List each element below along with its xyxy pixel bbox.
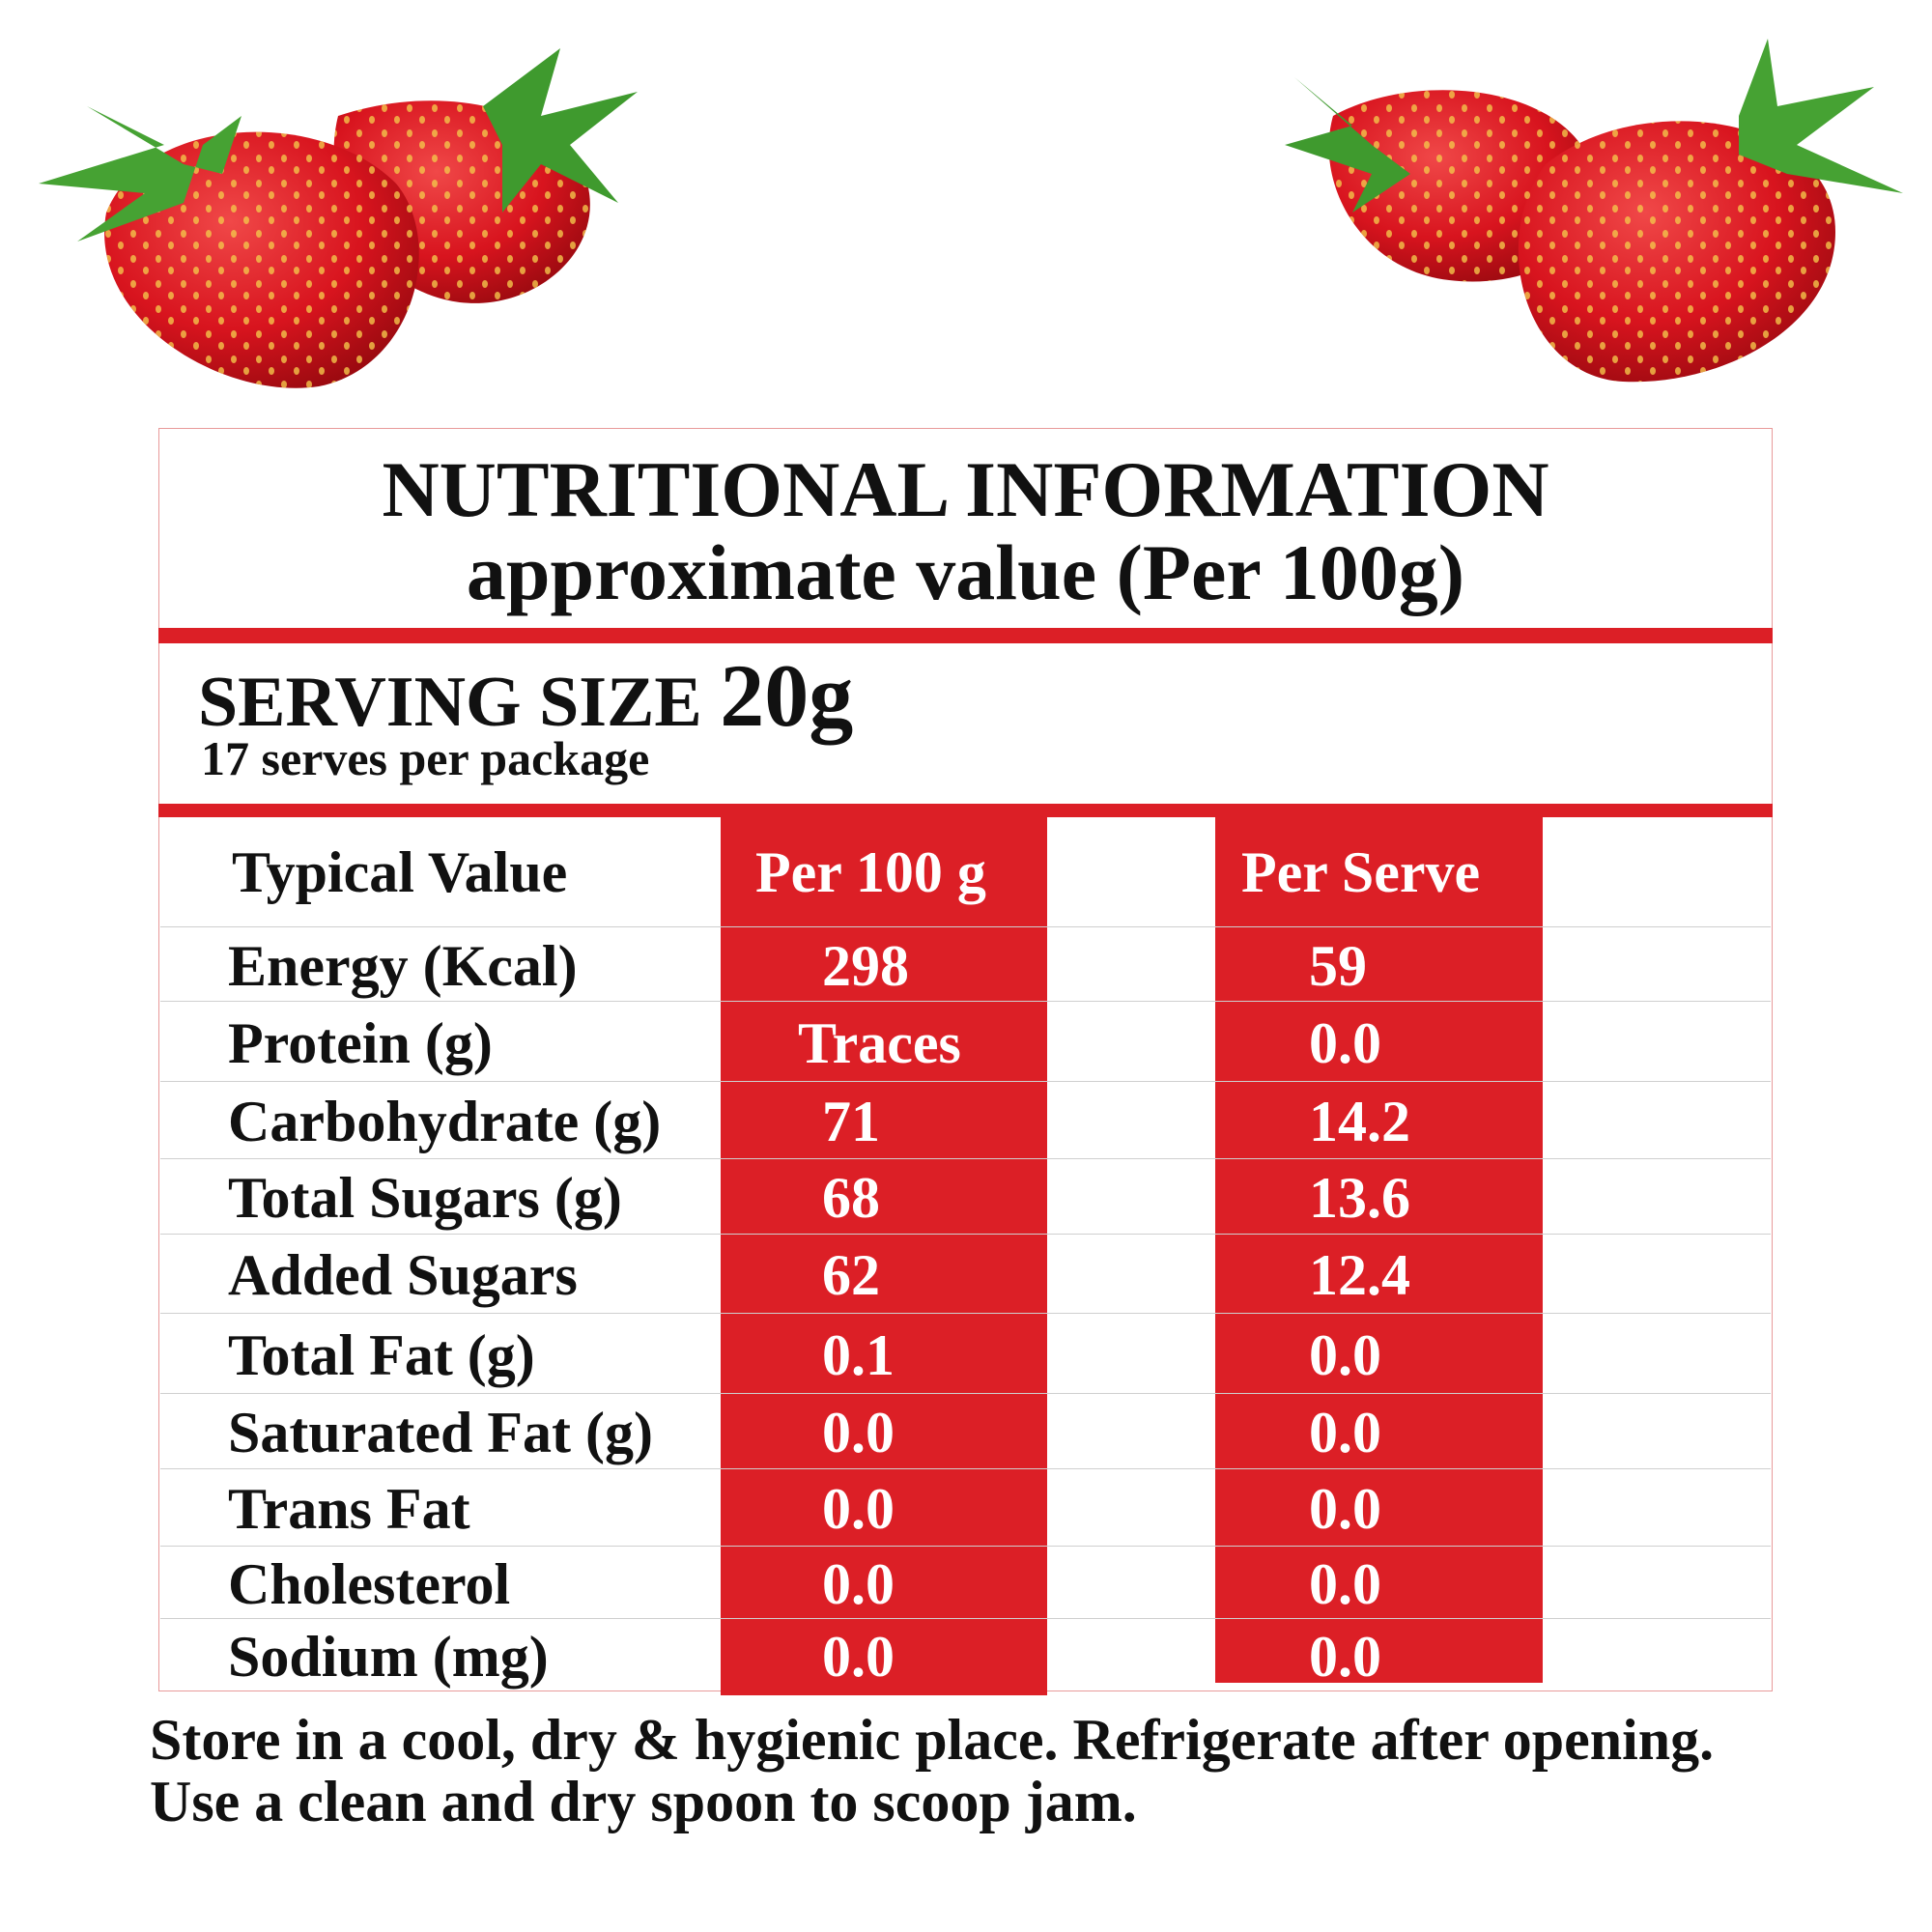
nutrient: Sodium (mg) <box>228 1624 549 1689</box>
serving-size: SERVING SIZE 20g <box>198 651 853 746</box>
per-serve: 13.6 <box>1309 1166 1410 1230</box>
per-100g: 0.1 <box>822 1322 895 1387</box>
column-header: Per Serve <box>1241 840 1481 904</box>
nutrient: Cholesterol <box>228 1551 511 1616</box>
strawberry-art <box>39 39 1903 388</box>
footer-line: Use a clean and dry spoon to scoop jam. <box>150 1770 1137 1833</box>
row-divider <box>160 1001 1771 1002</box>
per-100g: 298 <box>822 933 909 998</box>
divider <box>158 628 1773 643</box>
nutrient: Trans Fat <box>228 1477 470 1541</box>
column-bg <box>721 817 1047 1695</box>
nutrient: Protein (g) <box>228 1010 493 1075</box>
row-divider <box>160 1393 1771 1394</box>
per-100g: Traces <box>798 1010 961 1075</box>
column-header: Per 100 g <box>755 840 986 904</box>
per-100g: 62 <box>822 1243 880 1307</box>
nutrient: Carbohydrate (g) <box>228 1090 662 1153</box>
per-100g: 68 <box>822 1166 880 1230</box>
per-serve: 0.0 <box>1309 1477 1381 1541</box>
per-serve: 0.0 <box>1309 1401 1381 1464</box>
column-bg <box>1215 817 1543 1683</box>
per-serve: 0.0 <box>1309 1624 1381 1689</box>
row-divider <box>160 1618 1771 1619</box>
per-100g: 71 <box>822 1090 880 1153</box>
row-divider <box>160 1081 1771 1082</box>
per-serve: 0.0 <box>1309 1322 1381 1387</box>
per-serve: 14.2 <box>1309 1090 1410 1153</box>
per-serve: 0.0 <box>1309 1010 1381 1075</box>
row-divider <box>160 1158 1771 1159</box>
per-serve: 12.4 <box>1309 1243 1410 1307</box>
per-serve: 59 <box>1309 933 1367 998</box>
per-100g: 0.0 <box>822 1401 895 1464</box>
per-100g: 0.0 <box>822 1477 895 1541</box>
row-divider <box>160 1313 1771 1314</box>
strawberries-right <box>1285 39 1903 383</box>
nutrient: Saturated Fat (g) <box>228 1401 653 1464</box>
nutrient: Total Sugars (g) <box>228 1166 622 1230</box>
subtitle: approximate value (Per 100g) <box>466 528 1465 616</box>
per-100g: 0.0 <box>822 1624 895 1689</box>
nutrient: Energy (Kcal) <box>228 933 578 998</box>
serving-value: 20g <box>720 646 854 745</box>
serving-label: SERVING SIZE <box>198 663 702 742</box>
nutrient: Total Fat (g) <box>228 1322 535 1387</box>
column-header: Typical Value <box>232 840 568 904</box>
per-serve: 0.0 <box>1309 1551 1381 1616</box>
per-100g: 0.0 <box>822 1551 895 1616</box>
row-divider <box>160 926 1771 927</box>
row-divider <box>160 1468 1771 1469</box>
footer-line: Store in a cool, dry & hygienic place. R… <box>150 1708 1715 1772</box>
strawberries-left <box>39 48 638 388</box>
row-divider <box>160 1234 1771 1235</box>
title: NUTRITIONAL INFORMATION <box>382 445 1549 533</box>
serves: 17 serves per package <box>201 731 650 785</box>
nutrient: Added Sugars <box>228 1243 578 1307</box>
row-divider <box>160 1546 1771 1547</box>
divider <box>158 804 1773 817</box>
